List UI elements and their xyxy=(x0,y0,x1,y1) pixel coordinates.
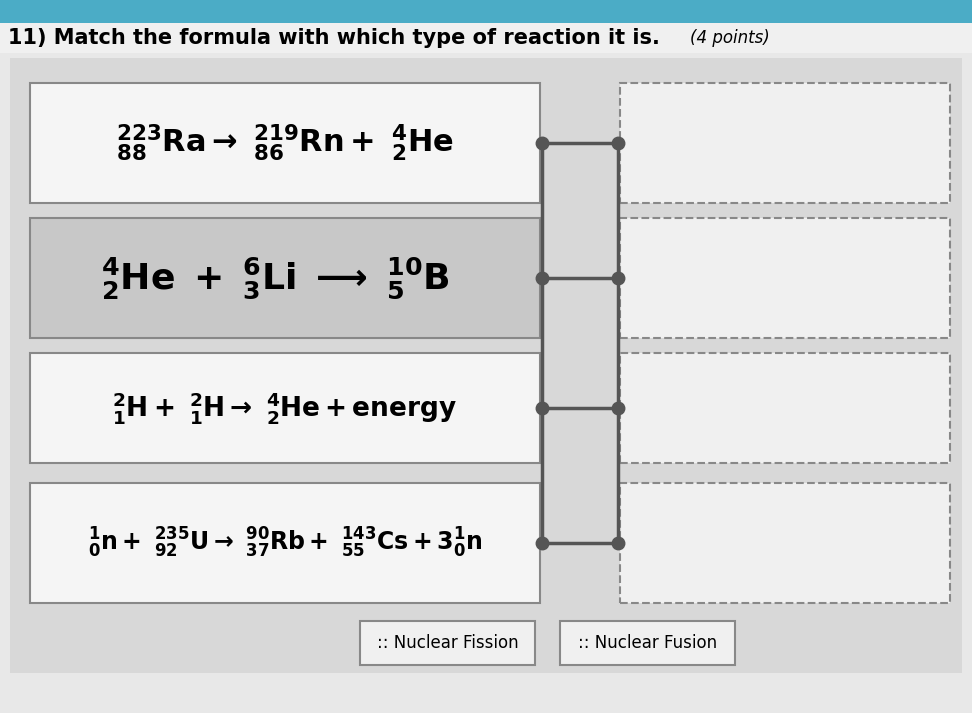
FancyBboxPatch shape xyxy=(360,621,535,665)
FancyBboxPatch shape xyxy=(30,483,540,603)
FancyBboxPatch shape xyxy=(0,23,972,53)
Text: 11) Match the formula with which type of reaction it is.: 11) Match the formula with which type of… xyxy=(8,28,660,48)
FancyBboxPatch shape xyxy=(0,0,972,23)
FancyBboxPatch shape xyxy=(620,218,950,338)
FancyBboxPatch shape xyxy=(620,353,950,463)
FancyBboxPatch shape xyxy=(30,83,540,203)
Text: $\mathbf{^{1}_{0}n + \ ^{235}_{92}U \rightarrow \ ^{90}_{37}Rb + \ ^{143}_{55}Cs: $\mathbf{^{1}_{0}n + \ ^{235}_{92}U \rig… xyxy=(87,526,482,560)
FancyBboxPatch shape xyxy=(10,58,962,673)
FancyBboxPatch shape xyxy=(560,621,735,665)
FancyBboxPatch shape xyxy=(30,353,540,463)
FancyBboxPatch shape xyxy=(620,483,950,603)
FancyBboxPatch shape xyxy=(620,83,950,203)
Text: :: Nuclear Fission: :: Nuclear Fission xyxy=(377,634,518,652)
Text: :: Nuclear Fusion: :: Nuclear Fusion xyxy=(578,634,717,652)
FancyBboxPatch shape xyxy=(30,218,540,338)
Text: $\mathbf{^{4}_{2}He \ + \ ^{6}_{3}Li \ \longrightarrow \ ^{10}_{5}B}$: $\mathbf{^{4}_{2}He \ + \ ^{6}_{3}Li \ \… xyxy=(101,255,449,301)
Text: $\mathbf{^{223}_{88}Ra \rightarrow \ ^{219}_{86}Rn + \ ^{4}_{2}He}$: $\mathbf{^{223}_{88}Ra \rightarrow \ ^{2… xyxy=(116,123,454,163)
Text: (4 points): (4 points) xyxy=(690,29,770,47)
Text: $\mathbf{^{2}_{1}H + \ ^{2}_{1}H \rightarrow \ ^{4}_{2}He + energy}$: $\mathbf{^{2}_{1}H + \ ^{2}_{1}H \righta… xyxy=(113,390,458,426)
